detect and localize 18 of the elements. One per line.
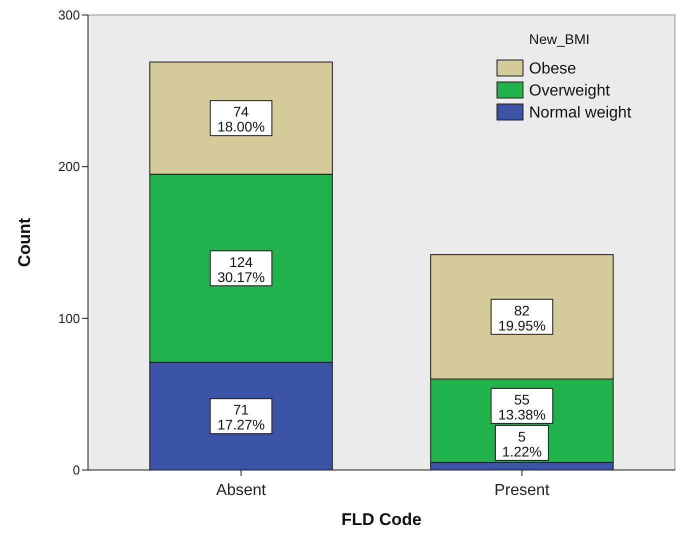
y-axis-title: Count (15, 218, 34, 268)
y-tick-label: 100 (58, 310, 80, 326)
data-label: 55 13.38% (498, 391, 546, 422)
x-tick-label: Present (494, 482, 550, 499)
y-tick-label: 300 (58, 8, 80, 23)
x-axis-title: FLD Code (341, 510, 422, 529)
data-label: 5 1.22% (502, 428, 542, 460)
data-label: 71 17.27% (217, 402, 265, 433)
legend-label: Overweight (529, 82, 610, 100)
x-tick-label: Absent (216, 482, 267, 499)
y-tick-label: 200 (58, 159, 80, 174)
legend-label: Normal weight (529, 104, 632, 122)
data-label: 74 18.00% (217, 104, 265, 135)
legend-title: New_BMI (529, 31, 590, 47)
legend-label: Obese (529, 60, 576, 78)
data-label: 82 19.95% (498, 302, 546, 334)
data-label: 124 30.17% (217, 254, 265, 285)
y-tick-label: 0 (72, 462, 80, 478)
